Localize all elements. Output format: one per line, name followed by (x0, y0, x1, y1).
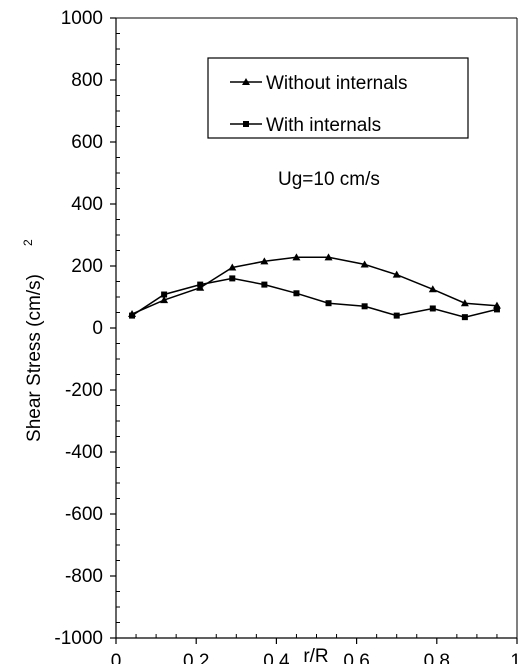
y-tick-label: 400 (71, 194, 103, 215)
axis-ticks (110, 17, 518, 644)
x-tick-label: 1 (510, 651, 521, 664)
series-line-with-internals (131, 277, 498, 318)
data-point-with-internals (429, 305, 436, 312)
data-point-with-internals (493, 306, 500, 313)
tick-labels: 1000 800 600 400 200 0 -200 -400 -600 -800 -1000 0 0… (54, 8, 521, 664)
legend: Without internals With internals (207, 57, 469, 139)
y-tick-label: -800 (65, 566, 103, 587)
y-axis-title-superscript: 2 (21, 239, 35, 246)
data-point-with-internals (325, 300, 332, 307)
data-point-without-internals (324, 253, 333, 261)
x-tick-label: 0.2 (183, 651, 209, 664)
data-point-with-internals (261, 281, 268, 288)
x-tick-label: 0 (111, 651, 122, 664)
data-point-with-internals (197, 281, 204, 288)
data-point-without-internals (292, 253, 301, 261)
data-point-with-internals (161, 291, 168, 298)
y-tick-label: 1000 (61, 8, 103, 29)
x-tick-label: 0.4 (263, 651, 290, 664)
data-point-with-internals (129, 312, 136, 319)
y-tick-label: -1000 (54, 628, 103, 649)
data-point-without-internals (160, 296, 169, 304)
y-tick-label: 600 (71, 132, 103, 153)
y-axis-title-group: Shear Stress (cm/s) 2 (21, 239, 45, 442)
x-tick-label: 0.6 (343, 651, 369, 664)
series-layer (128, 253, 501, 321)
data-point-with-internals (293, 290, 300, 297)
data-point-without-internals (228, 263, 237, 271)
y-axis-title: Shear Stress (cm/s) (24, 274, 45, 442)
data-point-with-internals (461, 314, 468, 321)
y-tick-label: 0 (92, 318, 103, 339)
x-tick-label: 0.8 (424, 651, 450, 664)
y-tick-label: 800 (71, 70, 103, 91)
legend-label-with-internals: With internals (266, 115, 381, 136)
x-axis-title: r/R (303, 646, 328, 664)
data-point-without-internals (392, 270, 401, 278)
data-point-with-internals (229, 275, 236, 282)
y-tick-label: -200 (65, 380, 103, 401)
data-point-without-internals (428, 285, 437, 293)
legend-marker-square (243, 121, 249, 127)
data-point-without-internals (360, 260, 369, 268)
y-tick-label: -600 (65, 504, 103, 525)
series-line-without-internals (131, 256, 497, 315)
data-point-with-internals (393, 312, 400, 319)
data-point-without-internals (260, 257, 269, 265)
data-point-without-internals (460, 299, 469, 307)
velocity-annotation: Ug=10 cm/s (278, 169, 380, 190)
legend-marker-triangle (242, 78, 250, 85)
y-tick-label: 200 (71, 256, 103, 277)
y-tick-label: -400 (65, 442, 103, 463)
data-point-with-internals (361, 303, 368, 310)
legend-label-without-internals: Without internals (266, 73, 408, 94)
